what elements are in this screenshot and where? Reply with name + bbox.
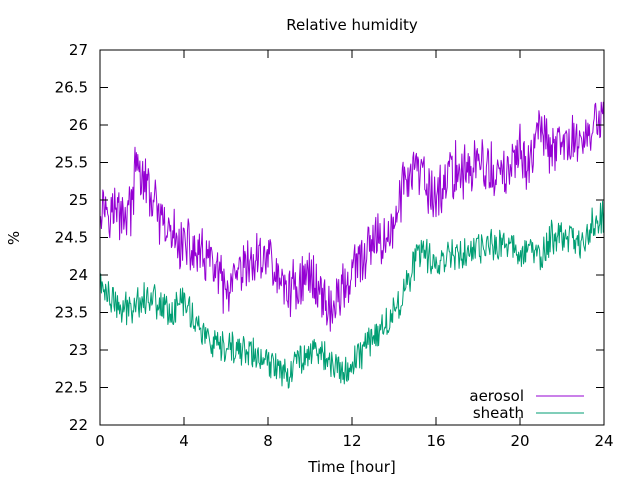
x-tick-label: 24 <box>594 432 613 450</box>
x-tick-label: 8 <box>263 432 273 450</box>
plot-area <box>100 101 604 389</box>
series-line-aerosol <box>100 101 604 332</box>
y-tick-label: 26 <box>69 116 88 134</box>
x-tick-label: 12 <box>342 432 361 450</box>
chart-title: Relative humidity <box>286 16 418 34</box>
y-tick-label: 23.5 <box>55 304 88 322</box>
x-tick-label: 0 <box>95 432 105 450</box>
y-tick-label: 22 <box>69 416 88 434</box>
y-tick-label: 22.5 <box>55 379 88 397</box>
series-layer <box>100 101 604 389</box>
y-tick-label: 26.5 <box>55 79 88 97</box>
y-tick-label: 24.5 <box>55 229 88 247</box>
y-axis-title: % <box>5 231 23 245</box>
legend-label-sheath: sheath <box>473 404 524 422</box>
y-tick-label: 27 <box>69 41 88 59</box>
y-tick-label: 25.5 <box>55 154 88 172</box>
x-tick-label: 20 <box>510 432 529 450</box>
x-axis-title: Time [hour] <box>307 458 396 476</box>
y-tick-label: 24 <box>69 266 88 284</box>
plot-frame <box>99 49 605 426</box>
x-tick-label: 4 <box>179 432 189 450</box>
y-tick-label: 23 <box>69 341 88 359</box>
series-line-sheath <box>100 200 604 389</box>
x-tick-label: 16 <box>426 432 445 450</box>
legend-label-aerosol: aerosol <box>469 387 524 405</box>
y-tick-label: 25 <box>69 191 88 209</box>
